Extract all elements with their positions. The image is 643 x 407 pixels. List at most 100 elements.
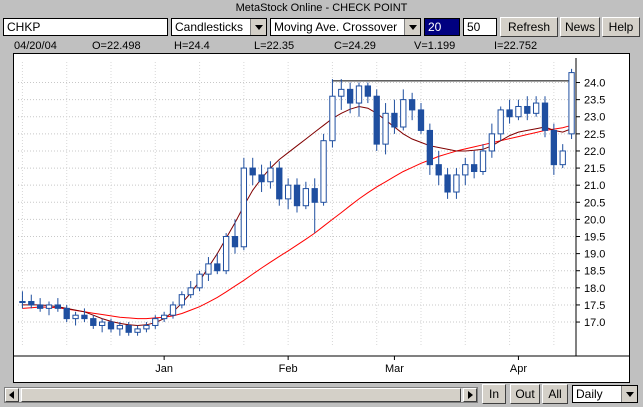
candle-body <box>240 167 248 248</box>
scroll-left-button[interactable] <box>5 388 19 402</box>
horizontal-scrollbar[interactable] <box>4 387 478 403</box>
y-tick-label: 23.5 <box>584 95 605 107</box>
quote-open: O=22.498 <box>92 40 141 52</box>
candle-body <box>231 236 239 248</box>
period2-input[interactable]: 50 <box>463 18 497 36</box>
candle-body <box>222 236 230 272</box>
chart-style-select[interactable]: Candlesticks <box>171 18 267 36</box>
chevron-down-icon[interactable] <box>621 386 637 402</box>
toolbar: CHKP Candlesticks Moving Ave. Crossover … <box>0 16 643 40</box>
candle-body <box>276 167 283 200</box>
candle-body <box>107 321 115 330</box>
candle-body <box>391 112 398 128</box>
x-tick-label: Mar <box>385 363 404 375</box>
candle-body <box>320 140 327 203</box>
candle-body <box>506 109 513 118</box>
candle-body <box>54 304 62 309</box>
interval-value: Daily <box>576 387 603 401</box>
news-button[interactable]: News <box>560 17 600 37</box>
zoom-all-button[interactable]: All <box>542 384 568 404</box>
candle-body <box>497 109 504 135</box>
candle-body <box>488 133 496 152</box>
y-tick-label: 18.5 <box>584 266 605 278</box>
window-title: MetaStock Online - CHECK POINT <box>235 2 408 14</box>
candle-body <box>355 85 363 104</box>
quote-close: C=24.29 <box>334 40 376 52</box>
candle-body <box>568 72 575 135</box>
candle-body <box>470 164 478 172</box>
candle-body <box>550 129 558 166</box>
x-tick-label: Feb <box>279 363 298 375</box>
candle-body <box>178 294 186 306</box>
candle-body <box>400 99 407 128</box>
x-tick-label: Apr <box>510 363 527 375</box>
chevron-down-icon[interactable] <box>250 19 266 35</box>
quote-indicator: I=22.752 <box>494 40 538 52</box>
refresh-button[interactable]: Refresh <box>500 17 558 37</box>
y-tick-label: 20.0 <box>584 214 605 226</box>
y-tick-label: 17.5 <box>584 300 605 312</box>
candle-body <box>408 99 416 111</box>
y-tick-label: 19.0 <box>584 249 605 261</box>
candle-body <box>116 324 124 330</box>
quote-date: 04/20/04 <box>14 40 57 52</box>
zoom-out-button[interactable]: Out <box>510 384 540 404</box>
candle-body <box>293 184 301 207</box>
candle-body <box>249 167 256 176</box>
indicator-value: Moving Ave. Crossover <box>274 20 398 34</box>
candle-body <box>329 95 336 142</box>
candle-body <box>258 174 265 183</box>
y-tick-label: 22.0 <box>584 146 605 158</box>
candle-body <box>143 324 150 330</box>
chevron-down-icon[interactable] <box>404 19 420 35</box>
y-tick-label: 23.0 <box>584 112 605 124</box>
candle-body <box>453 174 460 193</box>
quote-low: L=22.35 <box>254 40 295 52</box>
candle-body <box>444 174 451 193</box>
candle-body <box>98 321 106 326</box>
chart-canvas: 17.0 17.5 18.0 18.5 19.0 19.5 20.0 20.5 21.0 21.5… <box>14 58 629 375</box>
candle-body <box>373 95 380 145</box>
y-tick-label: 24.0 <box>584 78 605 90</box>
candle-body <box>169 304 177 316</box>
candle-body <box>267 167 274 183</box>
candle-body <box>302 188 310 207</box>
ma-long-line <box>22 124 572 320</box>
candle-body <box>417 109 425 131</box>
quote-volume: V=1.199 <box>414 40 456 52</box>
candle-body <box>81 314 88 320</box>
candle-body <box>435 164 442 176</box>
candle-body <box>90 318 97 326</box>
candle-body <box>311 188 318 203</box>
interval-select[interactable]: Daily <box>572 385 638 403</box>
price-chart[interactable]: 17.0 17.5 18.0 18.5 19.0 19.5 20.0 20.5 21.0 21.5… <box>13 53 630 383</box>
bottom-bar: In Out All Daily <box>0 383 643 407</box>
y-tick-label: 22.5 <box>584 129 605 141</box>
symbol-input[interactable]: CHKP <box>3 18 168 36</box>
candle-body <box>36 304 44 309</box>
quote-readout: 04/20/04 O=22.498 H=24.4 L=22.35 C=24.29… <box>0 40 643 53</box>
candle-body <box>524 105 531 114</box>
y-tick-label: 19.5 <box>584 232 605 244</box>
candle-body <box>426 129 434 166</box>
candle-body <box>462 164 469 176</box>
indicator-select[interactable]: Moving Ave. Crossover <box>270 18 421 36</box>
candle-body <box>346 88 354 104</box>
candle-body <box>63 307 70 320</box>
candle-body <box>160 314 168 320</box>
candle-body <box>382 112 389 145</box>
zoom-in-button[interactable]: In <box>482 384 506 404</box>
scroll-right-button[interactable] <box>463 388 477 402</box>
candle-body <box>28 301 35 306</box>
y-tick-label: 20.5 <box>584 197 605 209</box>
period1-input[interactable]: 20 <box>424 18 460 36</box>
scroll-thumb[interactable] <box>21 388 461 402</box>
candle-body <box>364 85 372 97</box>
candle-body <box>515 105 522 118</box>
candle-body <box>19 301 26 304</box>
candle-body <box>187 287 194 296</box>
help-button[interactable]: Help <box>602 17 640 37</box>
candle-body <box>134 328 141 333</box>
candle-body <box>72 314 79 320</box>
y-tick-label: 18.0 <box>584 283 605 295</box>
